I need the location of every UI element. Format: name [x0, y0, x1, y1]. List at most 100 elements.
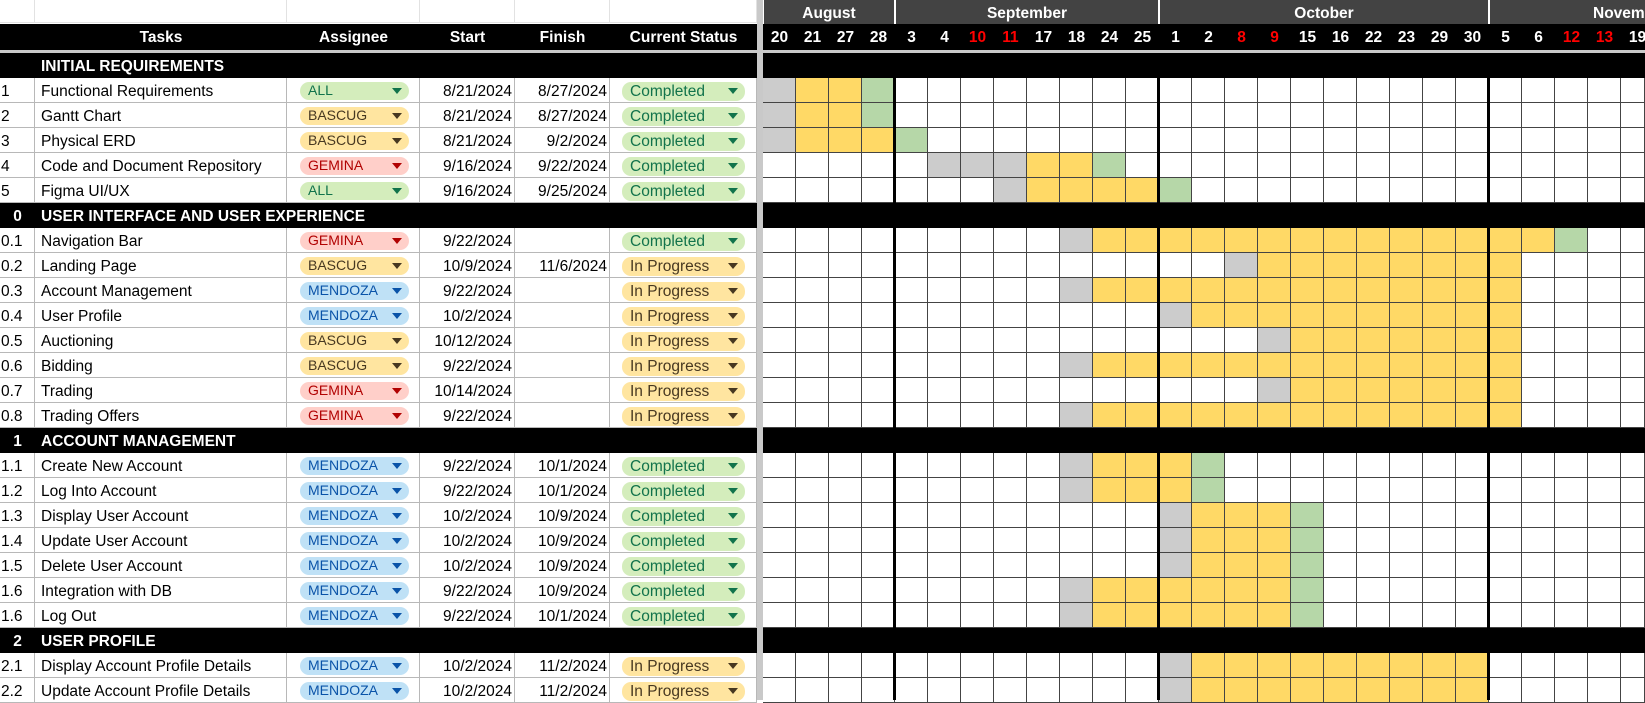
gantt-cell[interactable]	[961, 653, 994, 678]
gantt-cell[interactable]	[1093, 678, 1126, 703]
chevron-down-icon[interactable]	[392, 188, 402, 194]
gantt-cell[interactable]	[895, 253, 928, 278]
gantt-cell[interactable]	[1588, 328, 1621, 353]
gantt-cell[interactable]	[763, 103, 796, 128]
gantt-cell[interactable]	[1621, 303, 1645, 328]
gantt-cell[interactable]	[1159, 378, 1192, 403]
gantt-cell[interactable]	[994, 603, 1027, 628]
gantt-cell[interactable]	[1060, 103, 1093, 128]
start-date[interactable]: 10/12/2024	[434, 333, 512, 350]
gantt-cell[interactable]	[1093, 453, 1126, 478]
start-date[interactable]: 10/2/2024	[443, 308, 512, 325]
gantt-cell[interactable]	[1159, 153, 1192, 178]
gantt-cell[interactable]	[1093, 253, 1126, 278]
task-cell[interactable]	[35, 103, 287, 128]
task-cell[interactable]	[420, 653, 515, 678]
gantt-cell[interactable]	[928, 253, 961, 278]
gantt-cell[interactable]	[796, 678, 829, 703]
gantt-cell[interactable]	[1291, 503, 1324, 528]
chevron-down-icon[interactable]	[392, 238, 402, 244]
gantt-cell[interactable]	[1258, 678, 1291, 703]
finish-date[interactable]: 10/9/2024	[538, 583, 607, 600]
gantt-cell[interactable]	[1456, 253, 1489, 278]
finish-date[interactable]: 8/27/2024	[538, 108, 607, 125]
gantt-cell[interactable]	[1060, 378, 1093, 403]
task-cell[interactable]	[515, 253, 610, 278]
gantt-cell[interactable]	[1225, 528, 1258, 553]
gantt-cell[interactable]	[994, 653, 1027, 678]
gantt-cell[interactable]	[1489, 103, 1522, 128]
gantt-cell[interactable]	[1555, 153, 1588, 178]
task-name[interactable]: Trading Offers	[41, 408, 140, 425]
gantt-cell[interactable]	[1324, 303, 1357, 328]
gantt-cell[interactable]	[1126, 328, 1159, 353]
gantt-cell[interactable]	[1258, 253, 1291, 278]
start-date[interactable]: 8/21/2024	[443, 108, 512, 125]
assignee-dropdown[interactable]: GEMINA	[300, 382, 409, 400]
gantt-cell[interactable]	[1060, 678, 1093, 703]
gantt-cell[interactable]	[961, 303, 994, 328]
start-date[interactable]: 9/22/2024	[443, 283, 512, 300]
task-cell[interactable]	[610, 153, 757, 178]
task-cell[interactable]	[420, 278, 515, 303]
finish-date[interactable]: 10/1/2024	[538, 608, 607, 625]
assignee-dropdown[interactable]: BASCUG	[300, 257, 409, 275]
gantt-cell[interactable]	[1489, 228, 1522, 253]
gantt-cell[interactable]	[763, 328, 796, 353]
gantt-cell[interactable]	[994, 253, 1027, 278]
gantt-cell[interactable]	[1489, 603, 1522, 628]
gantt-cell[interactable]	[961, 403, 994, 428]
chevron-down-icon[interactable]	[728, 288, 738, 294]
status-dropdown[interactable]: Completed	[622, 532, 745, 551]
gantt-cell[interactable]	[829, 328, 862, 353]
gantt-cell[interactable]	[1126, 378, 1159, 403]
task-cell[interactable]	[610, 278, 757, 303]
gantt-cell[interactable]	[1423, 678, 1456, 703]
gantt-cell[interactable]	[1126, 453, 1159, 478]
gantt-cell[interactable]	[961, 78, 994, 103]
column-header-finish[interactable]: Finish	[539, 29, 586, 46]
gantt-cell[interactable]	[1324, 128, 1357, 153]
gantt-cell[interactable]	[829, 603, 862, 628]
gantt-cell[interactable]	[1027, 653, 1060, 678]
task-cell[interactable]	[420, 353, 515, 378]
gantt-cell[interactable]	[829, 478, 862, 503]
gantt-cell[interactable]	[1588, 353, 1621, 378]
status-dropdown[interactable]: In Progress	[622, 682, 745, 701]
status-dropdown[interactable]: In Progress	[622, 382, 745, 401]
gantt-cell[interactable]	[994, 328, 1027, 353]
task-cell[interactable]	[287, 128, 420, 153]
task-cell[interactable]	[287, 403, 420, 428]
gantt-cell[interactable]	[796, 603, 829, 628]
gantt-cell[interactable]	[928, 353, 961, 378]
gantt-cell[interactable]	[829, 178, 862, 203]
gantt-cell[interactable]	[796, 353, 829, 378]
gantt-cell[interactable]	[895, 503, 928, 528]
task-cell[interactable]	[287, 378, 420, 403]
gantt-cell[interactable]	[1060, 528, 1093, 553]
gantt-cell[interactable]	[763, 403, 796, 428]
gantt-cell[interactable]	[1489, 153, 1522, 178]
chevron-down-icon[interactable]	[728, 88, 738, 94]
gantt-cell[interactable]	[1357, 278, 1390, 303]
chevron-down-icon[interactable]	[392, 263, 402, 269]
gantt-cell[interactable]	[1489, 478, 1522, 503]
gantt-cell[interactable]	[1192, 578, 1225, 603]
task-cell[interactable]	[287, 103, 420, 128]
gantt-cell[interactable]	[1522, 178, 1555, 203]
gantt-cell[interactable]	[1621, 453, 1645, 478]
gantt-cell[interactable]	[1456, 553, 1489, 578]
gantt-cell[interactable]	[961, 553, 994, 578]
gantt-cell[interactable]	[1621, 353, 1645, 378]
gantt-cell[interactable]	[1423, 303, 1456, 328]
task-name[interactable]: Update Account Profile Details	[41, 683, 251, 700]
status-dropdown[interactable]: Completed	[622, 507, 745, 526]
gantt-cell[interactable]	[796, 253, 829, 278]
status-dropdown[interactable]: In Progress	[622, 257, 745, 276]
gantt-cell[interactable]	[829, 103, 862, 128]
blank-cell[interactable]	[0, 0, 35, 23]
gantt-cell[interactable]	[895, 478, 928, 503]
gantt-cell[interactable]	[1423, 553, 1456, 578]
gantt-cell[interactable]	[1588, 653, 1621, 678]
gantt-cell[interactable]	[1225, 153, 1258, 178]
